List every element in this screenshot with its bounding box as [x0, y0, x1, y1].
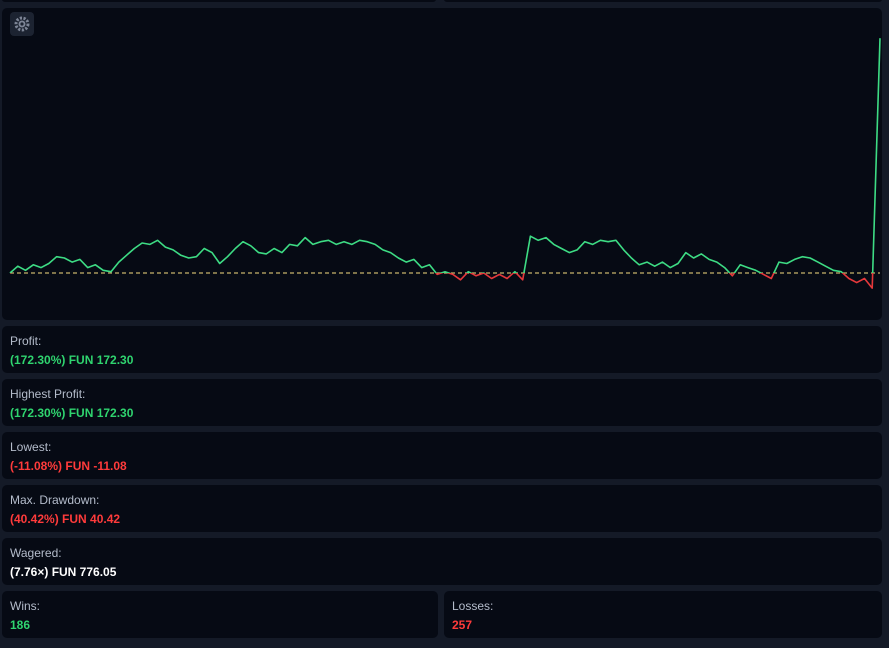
stat-card: Highest Profit: (172.30%) FUN 172.30 — [2, 379, 882, 426]
stat-value: (7.76×) FUN 776.05 — [10, 565, 117, 579]
top-bar — [444, 0, 882, 2]
stat-card: Wins: 186 — [2, 591, 438, 638]
stat-value: 186 — [10, 618, 31, 632]
stat-label: Losses: — [452, 599, 494, 613]
profit-line — [9, 38, 881, 289]
stat-value: (40.42%) FUN 40.42 — [10, 512, 121, 526]
stat-card: Losses: 257 — [444, 591, 882, 638]
stat-value: 257 — [452, 618, 473, 632]
stat-label: Max. Drawdown: — [10, 493, 100, 507]
stat-label: Highest Profit: — [10, 387, 86, 401]
stat-value: (172.30%) FUN 172.30 — [10, 353, 134, 367]
stat-value: (-11.08%) FUN -11.08 — [10, 459, 127, 473]
stat-card: Lowest: (-11.08%) FUN -11.08 — [2, 432, 882, 479]
chart-panel — [2, 8, 882, 320]
stat-label: Wagered: — [10, 546, 62, 560]
settings-button[interactable] — [10, 12, 34, 36]
gear-hole[interactable] — [20, 22, 24, 26]
stat-card: Wagered: (7.76×) FUN 776.05 — [2, 538, 882, 585]
gear-icon[interactable] — [14, 16, 30, 32]
chart — [9, 12, 881, 289]
stat-label: Lowest: — [10, 440, 52, 454]
stat-value: (172.30%) FUN 172.30 — [10, 406, 134, 420]
top-bar — [2, 0, 436, 2]
stat-card: Max. Drawdown: (40.42%) FUN 40.42 — [2, 485, 882, 532]
stat-label: Profit: — [10, 334, 42, 348]
stat-label: Wins: — [10, 599, 40, 613]
stat-card: Profit: (172.30%) FUN 172.30 — [2, 326, 882, 373]
